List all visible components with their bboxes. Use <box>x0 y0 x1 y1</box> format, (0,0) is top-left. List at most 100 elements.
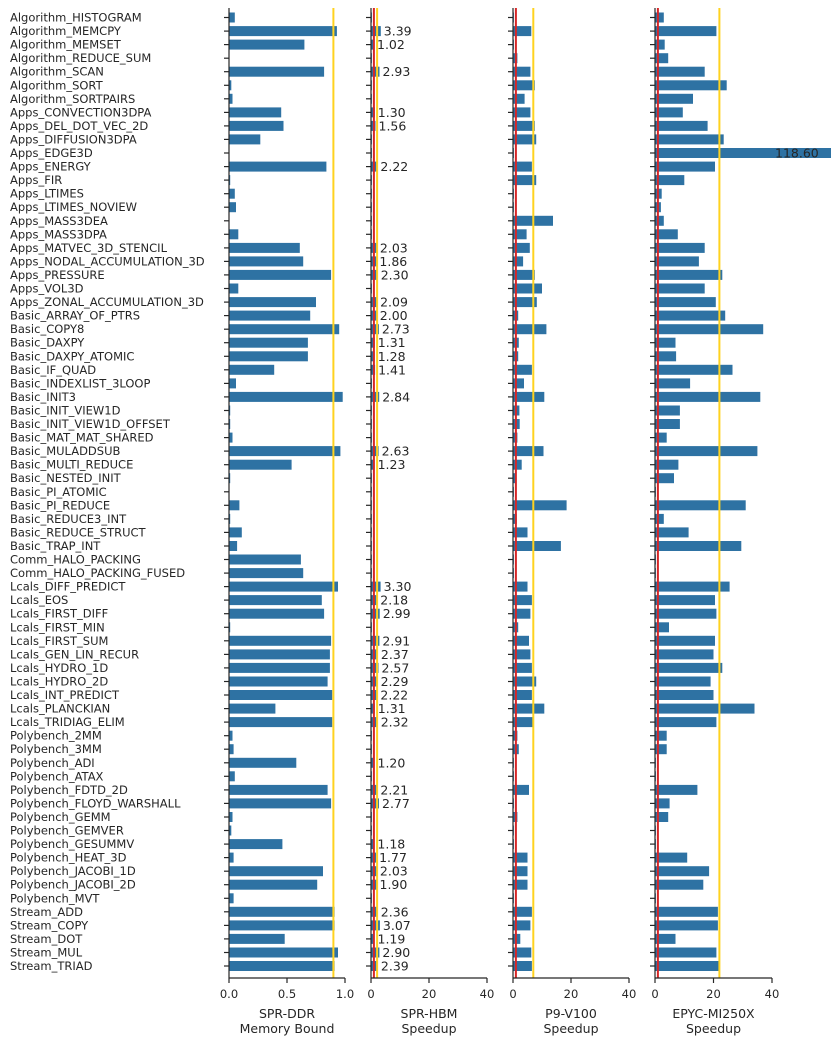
bar <box>513 161 532 172</box>
bar <box>229 419 231 429</box>
category-label: Algorithm_MEMSET <box>10 38 122 52</box>
bar <box>655 256 699 267</box>
category-label: Apps_EDGE3D <box>10 146 93 160</box>
bar <box>229 513 231 524</box>
bar <box>371 391 380 402</box>
category-label: Algorithm_SORT <box>10 78 104 92</box>
bar <box>229 839 283 850</box>
bar <box>229 879 318 890</box>
bar <box>513 134 537 145</box>
bar <box>229 581 338 592</box>
category-label: Algorithm_SORTPAIRS <box>10 92 135 106</box>
bar <box>229 405 231 416</box>
bar <box>229 771 235 782</box>
x-axis-label: Memory Bound <box>240 1021 335 1036</box>
bar <box>229 66 325 77</box>
bar <box>513 242 530 253</box>
bar <box>655 649 714 660</box>
bar <box>229 283 239 294</box>
bar <box>513 459 522 470</box>
bar <box>229 120 284 131</box>
bar <box>513 473 517 484</box>
bar <box>513 297 537 308</box>
bar <box>229 703 276 714</box>
bar <box>655 148 831 158</box>
category-label: Apps_NODAL_ACCUMULATION_3D <box>10 254 205 268</box>
bar <box>655 66 705 77</box>
category-label: Lcals_GEN_LIN_RECUR <box>10 647 139 661</box>
data-label: 2.29 <box>381 674 409 689</box>
bar <box>371 351 375 362</box>
bar <box>371 798 379 809</box>
data-label: 2.93 <box>383 64 411 79</box>
category-label: Polybench_JACOBI_2D <box>10 878 136 892</box>
category-label: Stream_TRIAD <box>10 959 93 973</box>
bar <box>371 757 375 768</box>
bar <box>371 581 381 592</box>
x-axis-label: SPR-DDR <box>259 1006 315 1021</box>
bar <box>229 351 308 362</box>
bar <box>513 906 532 917</box>
x-tick-label: 40 <box>765 987 780 1001</box>
category-label: Basic_DAXPY_ATOMIC <box>10 349 134 363</box>
x-tick-label: 40 <box>622 987 637 1001</box>
bar <box>655 337 676 348</box>
category-label: Algorithm_SCAN <box>10 65 104 79</box>
category-label: Polybench_ADI <box>10 756 95 770</box>
category-label: Basic_IF_QUAD <box>10 363 96 377</box>
bar <box>371 39 374 50</box>
category-label: Basic_REDUCE3_INT <box>10 512 127 526</box>
category-label: Comm_HALO_PACKING <box>10 553 141 567</box>
bar <box>655 961 720 971</box>
category-label: Basic_INIT_VIEW1D <box>10 404 121 418</box>
x-tick-label: 0 <box>367 987 374 1001</box>
category-label: Lcals_EOS <box>10 593 68 607</box>
category-label: Lcals_FIRST_MIN <box>10 620 105 634</box>
category-label: Polybench_ATAX <box>10 769 104 783</box>
bar <box>229 242 300 253</box>
bar <box>371 635 380 646</box>
bar <box>229 906 335 917</box>
data-label: 2.84 <box>382 389 410 404</box>
bar <box>513 500 567 511</box>
bar <box>655 595 715 606</box>
bar <box>371 324 379 335</box>
bar <box>655 866 710 877</box>
data-label: 1.02 <box>377 37 405 52</box>
bar <box>513 26 532 37</box>
category-label: Algorithm_REDUCE_SUM <box>10 51 151 65</box>
category-label: Polybench_GEMVER <box>10 824 124 838</box>
bar <box>371 26 381 37</box>
bar <box>513 541 561 551</box>
data-label: 2.63 <box>382 444 410 459</box>
category-label: Polybench_2MM <box>10 729 102 743</box>
bar <box>513 527 528 538</box>
bar <box>655 744 667 755</box>
category-label: Lcals_HYDRO_2D <box>10 675 108 689</box>
category-label: Basic_ARRAY_OF_PTRS <box>10 309 140 323</box>
bar <box>655 459 679 470</box>
bar <box>655 283 705 294</box>
category-label: Basic_PI_ATOMIC <box>10 485 107 499</box>
bar <box>513 703 545 714</box>
x-axis-label: SPR-HBM <box>401 1006 458 1021</box>
data-label: 1.86 <box>379 254 407 269</box>
bar <box>655 635 715 646</box>
x-tick-label: 20 <box>564 987 579 1001</box>
bar <box>229 188 235 199</box>
data-label: 3.30 <box>384 579 412 594</box>
bar <box>513 269 535 280</box>
x-axis-label: Speedup <box>686 1021 741 1036</box>
data-label: 1.56 <box>379 118 407 133</box>
bar <box>655 852 688 863</box>
bar <box>229 622 231 633</box>
bar <box>513 852 528 863</box>
bar <box>655 662 723 673</box>
category-label: Apps_LTIMES_NOVIEW <box>10 200 137 214</box>
bar <box>655 419 680 429</box>
bar <box>229 161 327 172</box>
bar <box>655 324 764 335</box>
category-label: Basic_TRAP_INT <box>10 539 101 553</box>
